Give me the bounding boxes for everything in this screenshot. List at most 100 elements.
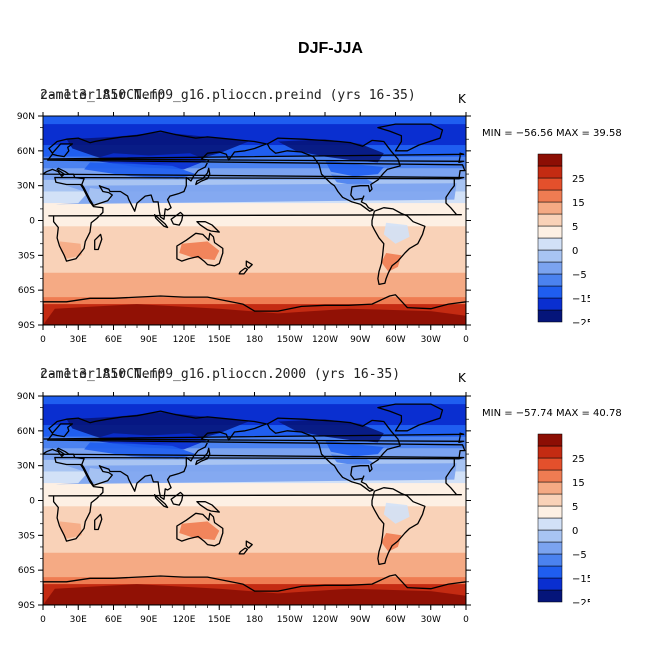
y-tick-label: 90S [18,601,35,611]
temperature-band [43,290,466,298]
x-tick-label: 120W [312,615,338,623]
colorbar-swatch [537,165,563,179]
panel2-title-case: cam1.3_1850CN.f09_g16.plioccn.2000 (yrs … [40,367,401,382]
colorbar-swatch [537,529,563,543]
colorbar-label: −15 [572,574,590,585]
colorbar-label: −5 [572,270,587,281]
colorbar-label: −15 [572,294,590,305]
coastline-new-zealand-north [245,260,253,269]
temperature-band [43,483,466,496]
north-america-mid [325,440,384,457]
coastline-africa [48,176,462,262]
australia-warm [179,241,220,260]
colorbar-swatch [537,309,563,323]
colorbar-swatch [537,177,563,191]
south-africa-warm [59,241,82,259]
x-tick-label: 30W [421,615,441,623]
colorbar-swatch [537,505,563,519]
x-tick-label: 0 [463,335,469,343]
x-tick-label: 60E [105,615,122,623]
colorbar-label: −25 [572,318,590,325]
x-tick-label: 120W [312,335,338,343]
panel1-title-case: cam1.3_1850CN.f09_g16.plioccn.preind (yr… [40,88,416,103]
figure-title: DJF-JJA [298,40,363,57]
temperature-band [43,124,466,134]
colorbar-swatch [537,153,563,167]
colorbar-swatch [537,445,563,459]
temperature-band [43,577,466,585]
coastline-antarctica [43,294,466,325]
y-tick-label: 30S [18,531,35,541]
coastline-eurasia [43,410,466,500]
coastline-new-zealand-south [238,267,249,275]
coastline-japan [195,447,211,466]
colorbar-label: 5 [572,222,578,233]
coastline-sumatra [153,494,169,509]
greenland-cold [395,125,441,144]
coastline-australia [176,512,224,547]
colorbar-swatch [537,469,563,483]
coastline-uk [43,432,465,444]
coastline-new-guinea [196,221,220,233]
x-tick-label: 180 [246,615,263,623]
x-tick-label: 90E [140,335,157,343]
colorbar-swatch [537,261,563,275]
coastline-new-guinea [196,501,220,513]
panel1-title: cam1.3_1850CN.f09_g16.plioccn.preind (yr… [40,88,416,103]
antarctica-hot [43,304,466,325]
colorbar-swatch [537,589,563,603]
y-tick-label: 60S [18,566,35,576]
coastline-south-america [371,207,426,286]
greenland-cold [395,405,441,424]
argentina-warm [381,253,402,272]
south-america-cool [383,222,410,244]
x-tick-label: 90W [350,335,370,343]
y-tick-label: 60N [17,427,35,437]
colorbar-swatch [537,249,563,263]
x-tick-label: 60E [105,335,122,343]
coastline-new-zealand-south [238,547,249,555]
x-tick-label: 120E [173,615,196,623]
south-africa-warm [59,521,82,539]
temperature-band [43,297,466,305]
antarctica-hot [43,584,466,605]
coastline-africa [48,456,462,542]
colorbar-swatch [537,201,563,215]
coastline-eurasia [43,130,466,220]
y-tick-label: 30N [17,462,35,472]
colorbar-swatch [537,225,563,239]
y-tick-label: 30S [18,251,35,261]
temperature-band [43,249,466,274]
colorbar-label: 0 [572,526,578,537]
x-tick-label: 30W [421,335,441,343]
argentina-warm [381,533,402,552]
x-tick-label: 30E [70,335,87,343]
x-tick-label: 90E [140,615,157,623]
panel2-min-label: MIN = −57.74 [482,408,553,419]
panel2-max-label: MAX = 40.78 [556,408,622,419]
coastline-greenland [377,403,444,432]
panel2-title-main: 2-meter Air Temp [40,367,166,382]
colorbar-swatch [537,577,563,591]
colorbar-label: 15 [572,478,585,489]
panel1-title-main: 2-meter Air Temp [40,88,166,103]
temperature-band [43,506,466,519]
panel1-min-label: MIN = −56.56 [482,128,553,139]
south-america-cool [383,502,410,524]
colorbar-swatch [537,273,563,287]
x-tick-label: 60W [385,615,405,623]
temperature-band [43,517,466,531]
coastline-sumatra [153,214,169,229]
x-tick-label: 30E [70,615,87,623]
x-tick-label: 180 [246,335,263,343]
coastline-new-zealand-north [245,540,253,549]
colorbar-label: 0 [572,246,578,257]
colorbar-swatch [537,213,563,227]
temperature-band [43,396,466,405]
colorbar-swatch [537,493,563,507]
y-tick-label: 90N [17,392,35,402]
coastline-borneo [170,491,184,506]
panel1-map: 0 30E 60E 90E 120E 150E 180 150W 120W 90W 60W 30W 09… [17,112,471,343]
y-tick-label: 0 [29,497,35,507]
colorbar-swatch [537,237,563,251]
